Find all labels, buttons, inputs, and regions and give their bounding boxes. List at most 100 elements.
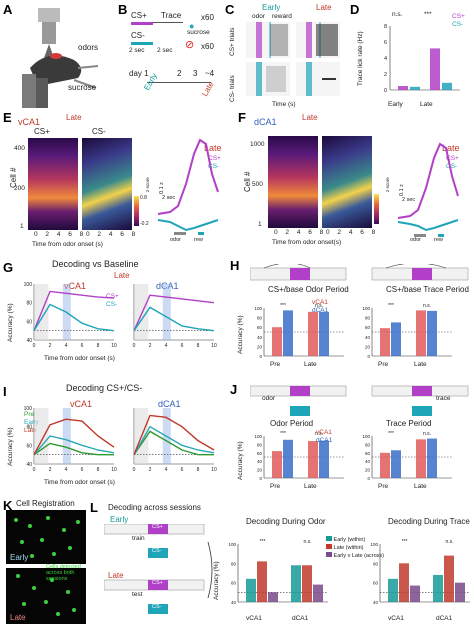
- f-late2: Late: [442, 143, 460, 153]
- panel-i: Decoding CS+/CS- vCA1 dCA1 Pre Early Lat…: [6, 380, 226, 490]
- two-sec-a: 2 sec: [129, 47, 145, 54]
- panel-label-j: J: [230, 382, 238, 397]
- e-ytick-400: 400: [14, 145, 25, 152]
- f-scale-s: 2 sec: [402, 197, 416, 203]
- h-title1: CS+/base Odor Period: [268, 285, 349, 294]
- j-ytick: 0: [259, 476, 262, 481]
- d-bar-late-0: [430, 48, 440, 90]
- f-colorbar: [374, 194, 379, 224]
- l-csminus-b: CS-: [152, 604, 162, 610]
- i-xtick: 6: [181, 467, 184, 473]
- d-sig: ***: [424, 11, 432, 18]
- i-late: Late: [24, 427, 37, 434]
- h-ytick: 60: [257, 325, 263, 330]
- h-ytick: 40: [365, 335, 371, 340]
- l-ytick: 60: [231, 581, 237, 586]
- x60-label-a: x60: [201, 13, 214, 22]
- j-bar-0-1-1: [319, 440, 329, 478]
- j-bar-1-1-0: [416, 439, 426, 478]
- l-ylabel: Accuracy (%): [213, 561, 220, 600]
- g-csminus: CS-: [106, 301, 118, 308]
- h-ytick: 0: [259, 354, 262, 359]
- j-ytick: 60: [257, 451, 263, 456]
- i-xtick: 8: [197, 467, 200, 473]
- i-ylabel: Accuracy (%): [7, 427, 14, 466]
- h-late-a: Late: [304, 361, 317, 368]
- l-bar-1-1-2: [455, 582, 465, 602]
- e-cb-hi: 0.8: [140, 195, 147, 201]
- k-early: Early: [10, 553, 29, 562]
- g-xtick: 8: [197, 343, 200, 349]
- cs-plus-trials-label: CS+ trials: [229, 27, 236, 56]
- h-bar-0-0-1: [283, 310, 293, 356]
- late-title: Late: [316, 3, 332, 12]
- l-csminus-a: CS-: [152, 548, 162, 554]
- j-ytick: 100: [362, 434, 370, 439]
- d-ytick: 6: [384, 40, 387, 46]
- d-legend-csminus: CS-: [452, 21, 464, 28]
- j-late-a: Late: [304, 483, 317, 490]
- panel-label-i: I: [3, 384, 7, 399]
- g-ytick: 60: [26, 319, 32, 325]
- i-rew-shade-0: [62, 408, 71, 464]
- e-csminus2: CS-: [208, 163, 220, 170]
- f-xticks-a: 0 2 4 6 8: [274, 229, 327, 236]
- h-schematic-svg: [250, 264, 469, 281]
- d-ytick: 2: [384, 72, 387, 78]
- i-xtick: 2: [49, 467, 52, 473]
- h-bar-1-1-1: [427, 310, 437, 356]
- l-legend-early: Early (within): [333, 537, 366, 543]
- e-heatmap-csminus: [82, 138, 132, 230]
- l-bar-1-1-1: [444, 555, 454, 602]
- i-line-1-1: [133, 425, 215, 456]
- h-late-b: Late: [414, 361, 427, 368]
- f-csminus2: CS-: [446, 163, 458, 170]
- h-ytick: 40: [257, 335, 263, 340]
- g-xtick: 8: [97, 343, 100, 349]
- d-late: Late: [420, 101, 433, 108]
- day3-label: 3: [193, 69, 198, 78]
- l-bar-0-0-1: [257, 561, 267, 602]
- i-ytick: 80: [26, 425, 32, 431]
- j-ytick: 20: [257, 468, 263, 473]
- i-xtick: 4: [165, 467, 168, 473]
- e-colorbar: [134, 196, 139, 226]
- l-sig-1-0: ***: [402, 539, 408, 545]
- j-late-b: Late: [414, 483, 427, 490]
- l-bar-1-0-2: [410, 585, 420, 602]
- two-sec-b: 2 sec: [157, 47, 173, 54]
- j-ytick: 40: [257, 459, 263, 464]
- l-early: Early: [110, 515, 129, 524]
- e-rew: rew: [194, 237, 203, 243]
- d-bar-chart: 0 2 4 6 8: [384, 24, 460, 94]
- l-chart1-title: Decoding During Odor: [246, 517, 326, 526]
- d-ylabel: Trace lick rate (Hz): [357, 31, 364, 86]
- l-bar-0-1-2: [313, 584, 323, 602]
- j-pre-a: Pre: [270, 483, 281, 490]
- f-ytick-500: 500: [252, 181, 263, 188]
- g-xtick: 2: [49, 343, 52, 349]
- l-legend-across: Early v Late (across): [333, 553, 384, 560]
- l-legend-late: Late (within): [333, 545, 364, 552]
- l-bar-1-1-0: [433, 574, 443, 602]
- h-ytick: 0: [367, 354, 370, 359]
- odors-label: odors: [78, 43, 99, 52]
- l-legend: Early (within) Late (within) Early v Lat…: [326, 536, 384, 560]
- f-scale-z: 0.1 z: [399, 184, 405, 196]
- k-late: Late: [10, 613, 26, 622]
- g-xtick: 6: [181, 343, 184, 349]
- no-reward-icon: ⊘: [185, 39, 195, 51]
- i-vca1: vCA1: [70, 399, 93, 409]
- j-ytick: 60: [365, 451, 371, 456]
- f-xticks-b: 0 2 4 6 8: [326, 229, 379, 236]
- d-ytick: 0: [384, 88, 387, 94]
- g-xtick: 10: [111, 343, 117, 349]
- f-xlabel: Time from odor onset(s): [272, 239, 342, 246]
- time-label: Time (s): [272, 101, 296, 108]
- panel-label-c: C: [225, 2, 235, 17]
- mouse-setup-illustration: [22, 8, 99, 108]
- e-zscore: z-score: [145, 177, 150, 192]
- l-ytick: 100: [370, 542, 378, 547]
- l-train: train: [132, 535, 145, 542]
